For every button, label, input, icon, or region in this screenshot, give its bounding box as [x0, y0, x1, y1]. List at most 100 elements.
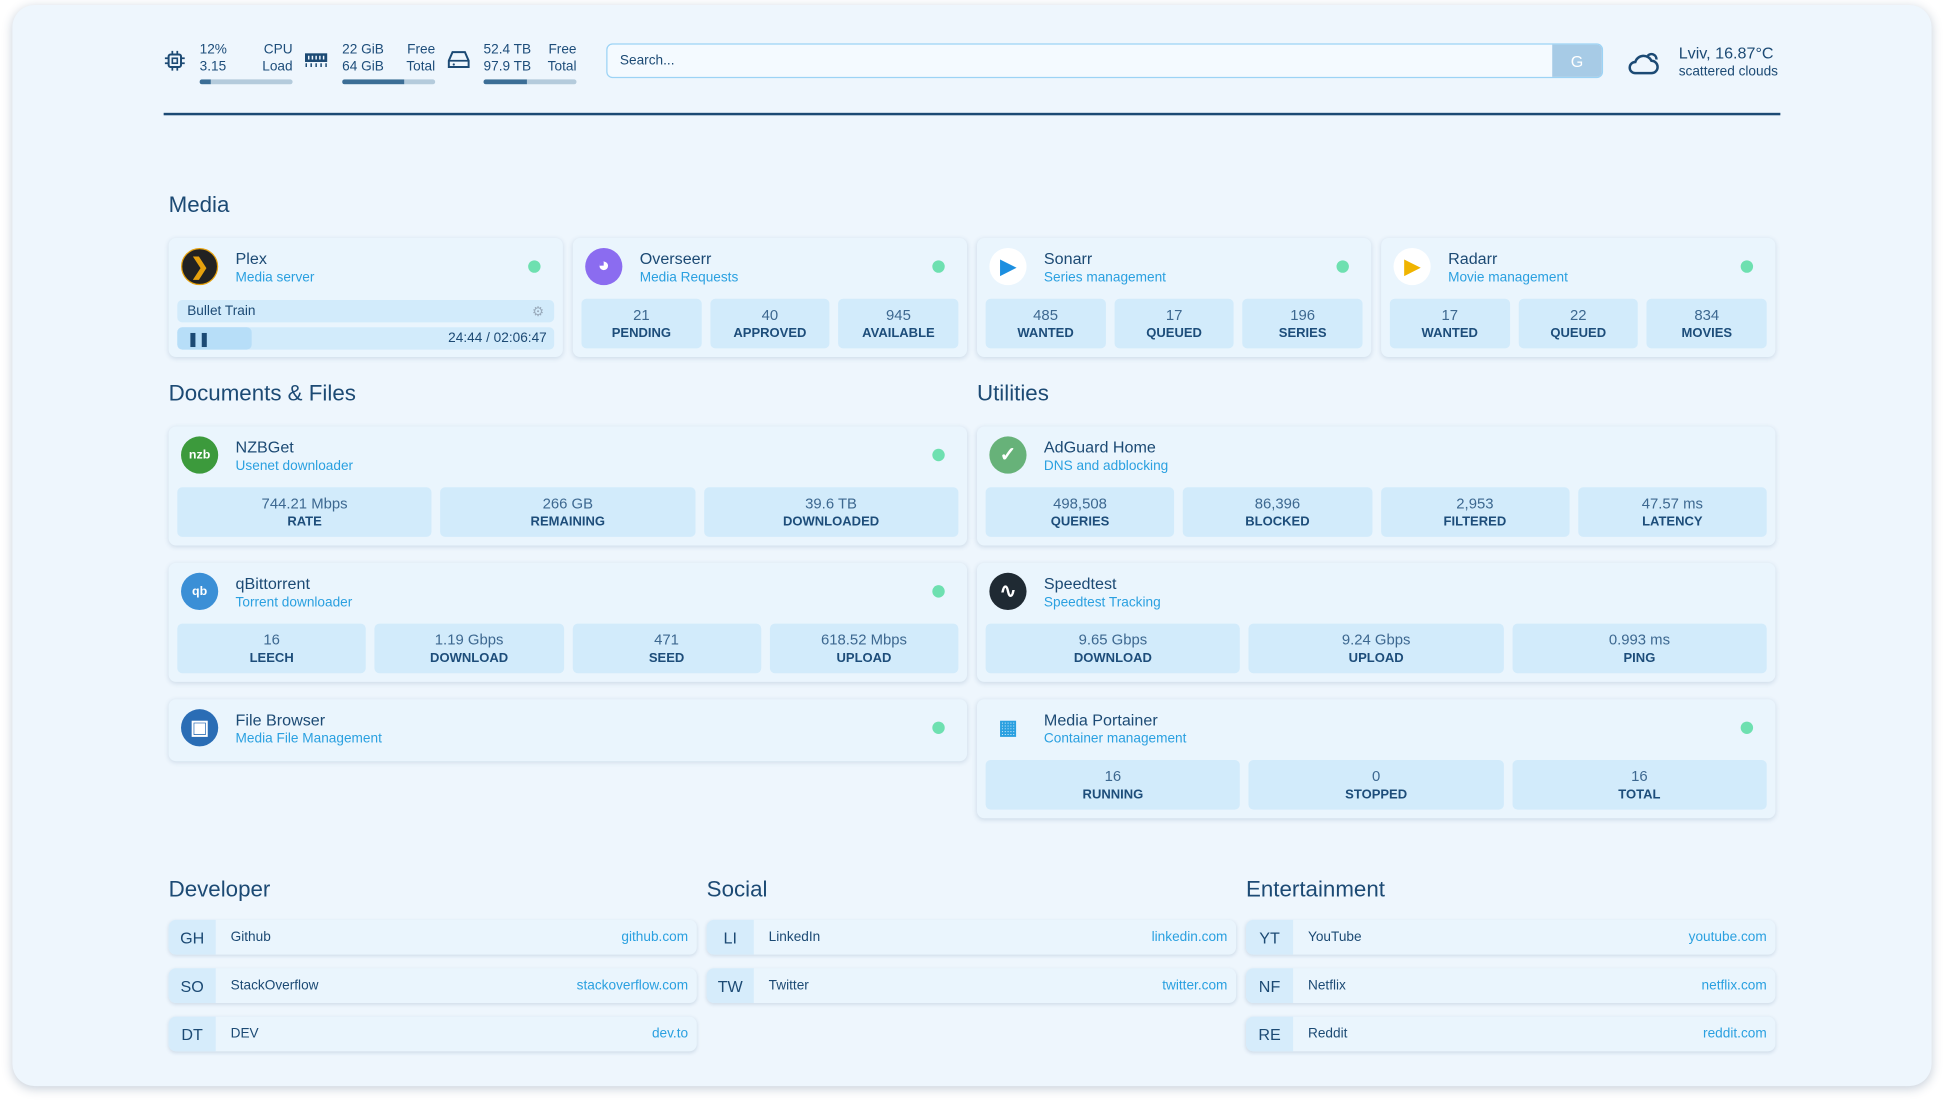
stat-label: APPROVED	[733, 326, 807, 341]
stat-label: LEECH	[249, 650, 294, 666]
stat-label: WANTED	[1421, 326, 1478, 341]
service-name: qBittorrent	[235, 573, 310, 593]
playback-bar[interactable]: ❚❚ 24:44 / 02:06:47	[177, 327, 555, 350]
cpu-load: 3.15	[199, 59, 227, 75]
section-title-utilities: Utilities	[976, 380, 1049, 406]
service-name: Sonarr	[1043, 248, 1093, 268]
bookmark-name: Github	[230, 929, 271, 945]
stat-queries: 498,508 QUERIES	[985, 487, 1175, 537]
search-bar: G	[606, 43, 1604, 79]
stat-label: DOWNLOAD	[1073, 650, 1152, 666]
service-description: Media server	[235, 269, 315, 285]
service-description: Movie management	[1448, 269, 1568, 285]
bookmark-dev[interactable]: DT DEV dev.to	[168, 1016, 697, 1052]
weather-widget: Lviv, 16.87°C scattered clouds	[1627, 43, 1778, 79]
status-dot	[932, 585, 945, 598]
stat-available: 945 AVAILABLE	[838, 298, 959, 349]
search-engine-button[interactable]: G	[1552, 44, 1602, 77]
bookmark-github[interactable]: GH Github github.com	[168, 919, 697, 955]
stat-label: UPLOAD	[1348, 650, 1404, 666]
service-card-plex[interactable]: ❯ Plex Media server Bullet Train ⚙ ❚❚ 24:4…	[168, 238, 563, 358]
service-card-filebrowser[interactable]: ▣ File Browser Media File Management	[168, 699, 968, 762]
bookmark-reddit[interactable]: RE Reddit reddit.com	[1245, 1016, 1776, 1052]
bookmark-twitter[interactable]: TW Twitter twitter.com	[706, 968, 1237, 1003]
stat-filtered: 2,953 FILTERED	[1380, 487, 1570, 537]
radarr-logo-icon: ▶	[1393, 247, 1431, 286]
bookmark-stackoverflow[interactable]: SO StackOverflow stackoverflow.com	[168, 968, 697, 1003]
service-name: Media Portainer	[1043, 709, 1158, 729]
bookmark-abbreviation: NF	[1245, 968, 1294, 1003]
filebrowser-logo-icon: ▣	[181, 709, 219, 747]
service-description: Media Requests	[639, 269, 739, 285]
bookmark-url[interactable]: youtube.com	[1688, 929, 1767, 945]
service-name: AdGuard Home	[1043, 437, 1156, 456]
stat-wanted: 485 WANTED	[985, 298, 1106, 349]
bookmark-name: StackOverflow	[230, 978, 319, 994]
stats-row: 16 LEECH 1.19 Gbps DOWNLOAD 471 SEED 618.52 Mb…	[177, 623, 959, 674]
bookmark-name: YouTube	[1307, 929, 1362, 945]
speedtest-logo-icon: ∿	[989, 572, 1027, 610]
stat-label: WANTED	[1017, 326, 1074, 341]
disk-bar	[483, 79, 577, 85]
bookmark-url[interactable]: reddit.com	[1703, 1026, 1767, 1042]
stat-value: 618.52 Mbps	[820, 631, 907, 649]
service-card-nzbget[interactable]: nzb NZBGet Usenet downloader 744.21 Mbps R…	[168, 426, 968, 546]
stat-upload: 618.52 Mbps UPLOAD	[769, 623, 959, 674]
bookmark-name: DEV	[230, 1026, 259, 1042]
stat-label: DOWNLOADED	[782, 514, 880, 530]
service-card-radarr[interactable]: ▶ Radarr Movie management 17 WANTED 22 QUEUE…	[1381, 238, 1776, 358]
stat-label: REMAINING	[530, 514, 606, 530]
transcode-icon: ⚙	[532, 304, 545, 320]
stat-label: FILTERED	[1443, 514, 1507, 530]
service-description: Media File Management	[235, 730, 382, 746]
stat-upload: 9.24 Gbps UPLOAD	[1248, 623, 1504, 674]
stat-value: 47.57 ms	[1641, 494, 1703, 513]
stat-value: 21	[633, 306, 650, 324]
bookmark-url[interactable]: stackoverflow.com	[576, 978, 689, 994]
stats-row: 21 PENDING 40 APPROVED 945 AVAILABLE	[581, 298, 959, 349]
memory-total: 64 GiB	[342, 59, 384, 75]
disk-free: 52.4 TB	[483, 42, 532, 58]
stat-remaining: 266 GB REMAINING	[440, 487, 696, 537]
status-dot	[1336, 260, 1349, 273]
cpu-label: CPU	[263, 42, 293, 58]
stat-label: QUERIES	[1050, 514, 1110, 530]
memory-free: 22 GiB	[342, 42, 384, 58]
adguard-logo-icon: ✓	[989, 436, 1027, 474]
service-description: Torrent downloader	[235, 594, 353, 610]
bookmark-url[interactable]: dev.to	[651, 1026, 689, 1042]
stat-label: RUNNING	[1082, 787, 1144, 803]
service-card-qbittorrent[interactable]: qb qBittorrent Torrent downloader 16 LEECH…	[168, 562, 968, 682]
stat-label: STOPPED	[1345, 787, 1408, 803]
stat-approved: 40 APPROVED	[709, 298, 830, 349]
stat-wanted: 17 WANTED	[1389, 298, 1510, 349]
pause-icon[interactable]: ❚❚	[187, 331, 211, 347]
bookmark-netflix[interactable]: NF Netflix netflix.com	[1245, 968, 1776, 1003]
service-card-portainer[interactable]: ▦ Media Portainer Container management 16…	[976, 699, 1776, 819]
stat-value: 16	[1104, 767, 1122, 785]
service-card-sonarr[interactable]: ▶ Sonarr Series management 485 WANTED 17 QUE…	[976, 238, 1372, 358]
bookmark-url[interactable]: github.com	[621, 929, 689, 945]
service-card-speedtest[interactable]: ∿ Speedtest Speedtest Tracking 9.65 Gbps D…	[976, 562, 1776, 682]
search-input[interactable]	[607, 44, 1553, 77]
stat-label: PING	[1623, 650, 1656, 666]
service-card-adguard[interactable]: ✓ AdGuard Home DNS and adblocking 498,508…	[976, 426, 1776, 546]
stat-label: UPLOAD	[836, 650, 892, 666]
stat-movies: 834 MOVIES	[1646, 298, 1767, 349]
stat-label: DOWNLOAD	[430, 650, 509, 666]
bookmark-url[interactable]: netflix.com	[1701, 978, 1767, 994]
service-name: File Browser	[235, 709, 326, 729]
stat-value: 498,508	[1053, 494, 1107, 513]
bookmark-url[interactable]: twitter.com	[1162, 978, 1228, 994]
header-divider	[163, 112, 1781, 116]
bookmark-url[interactable]: linkedin.com	[1151, 929, 1228, 945]
service-card-overseerr[interactable]: ◕ Overseerr Media Requests 21 PENDING 40 APP…	[572, 238, 968, 358]
stat-value: 485	[1033, 306, 1058, 324]
section-title-entertainment: Entertainment	[1245, 876, 1385, 902]
memory-stat: 22 GiB Free 64 GiB Total	[342, 41, 436, 85]
stat-value: 834	[1694, 306, 1720, 324]
bookmark-youtube[interactable]: YT YouTube youtube.com	[1245, 919, 1776, 955]
bookmark-abbreviation: GH	[168, 919, 216, 955]
bookmark-abbreviation: YT	[1245, 919, 1294, 955]
bookmark-linkedin[interactable]: LI LinkedIn linkedin.com	[706, 919, 1237, 955]
